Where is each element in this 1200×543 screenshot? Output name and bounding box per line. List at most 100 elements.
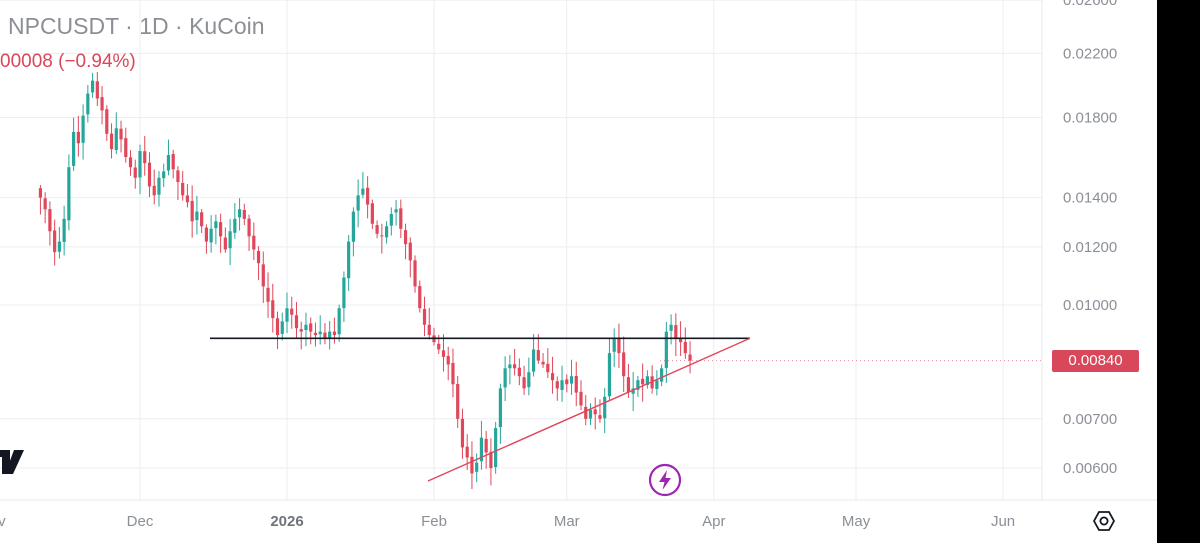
- candle-body: [271, 300, 275, 319]
- candle-body: [356, 195, 360, 211]
- candle-body: [195, 211, 199, 221]
- candle-body: [38, 188, 43, 198]
- y-tick-label: 0.00600: [1063, 460, 1117, 477]
- candle-body: [62, 218, 66, 242]
- candle-body: [470, 456, 474, 474]
- x-tick-label: ov: [0, 513, 6, 530]
- candle-body: [266, 287, 270, 302]
- candle-body: [228, 231, 232, 249]
- candle-body: [332, 331, 337, 336]
- candle-body: [517, 367, 521, 377]
- candle-body: [86, 93, 90, 115]
- candle-body: [484, 438, 488, 453]
- candle-body: [631, 388, 635, 394]
- candle-body: [622, 352, 626, 377]
- candle-body: [361, 188, 365, 195]
- candle-body: [138, 151, 142, 178]
- candle-body: [508, 364, 512, 369]
- last-price-tag: 0.00840: [1052, 350, 1139, 372]
- candle-body: [569, 376, 574, 384]
- candle-body: [209, 228, 213, 243]
- candle-body: [612, 338, 616, 352]
- x-tick-label: Mar: [554, 513, 580, 530]
- candle-body: [408, 242, 412, 261]
- candle-body: [323, 332, 327, 339]
- candle-body: [290, 308, 294, 315]
- candle-body: [176, 170, 180, 183]
- title-dot: ·: [175, 13, 190, 39]
- candle-body: [513, 364, 517, 369]
- y-tick-label: 0.02600: [1063, 0, 1117, 9]
- candle-body: [603, 396, 607, 419]
- x-tick-label: Apr: [702, 513, 725, 530]
- candle-body: [280, 321, 284, 334]
- candle-body: [294, 315, 299, 329]
- candle-body: [72, 131, 76, 166]
- candle-body: [522, 377, 526, 389]
- symbol-label: NPCUSDT: [8, 13, 119, 39]
- candle-body: [503, 368, 507, 388]
- candle-body: [441, 350, 446, 357]
- interval-label: 1D: [139, 13, 169, 39]
- candle-body: [588, 409, 593, 419]
- candle-body: [465, 446, 469, 458]
- candle-body: [451, 362, 455, 385]
- candle-body: [318, 331, 322, 335]
- candle-body: [285, 308, 289, 322]
- right-black-bar: [1157, 0, 1200, 543]
- candle-body: [233, 218, 237, 233]
- candle-body: [460, 418, 465, 448]
- candle-body: [688, 354, 692, 361]
- candle-body: [475, 462, 479, 472]
- candle-body: [489, 451, 493, 468]
- candle-body: [147, 162, 152, 187]
- candle-body: [328, 331, 332, 339]
- y-tick-label: 0.00700: [1063, 411, 1117, 428]
- y-tick-label: 0.01400: [1063, 190, 1117, 207]
- candle-body: [565, 379, 569, 385]
- candle-body: [446, 356, 450, 365]
- candle-body: [204, 227, 208, 242]
- candle-body: [190, 200, 194, 222]
- candle-body: [678, 337, 683, 343]
- candle-body: [574, 375, 578, 393]
- candle-body: [370, 203, 374, 224]
- candle-body: [645, 376, 649, 385]
- candle-body: [48, 209, 52, 232]
- candle-body: [275, 318, 280, 336]
- candle-body: [114, 128, 118, 151]
- candle-body: [337, 308, 341, 335]
- hexagon-gear-icon[interactable]: [1093, 510, 1115, 532]
- price-chart[interactable]: 0.00600 0.00700 0.01000 0.01200 0.01400 0.018…: [0, 0, 1157, 543]
- lightning-icon[interactable]: [648, 463, 682, 497]
- candle-body: [636, 380, 640, 390]
- candle-body: [76, 131, 80, 144]
- candle-body: [641, 378, 645, 385]
- chart-title: NPCUSDT · 1D · KuCoin: [8, 13, 265, 40]
- candle-body: [384, 226, 389, 238]
- candle-body: [261, 264, 265, 287]
- candle-body: [389, 214, 393, 226]
- candle-body: [185, 195, 190, 203]
- candle-body: [219, 222, 223, 237]
- candle-body: [536, 350, 540, 361]
- x-tick-label: May: [842, 513, 871, 530]
- candle-body: [351, 211, 355, 242]
- candle-body: [579, 391, 583, 406]
- candle-body: [109, 133, 114, 150]
- candle-body: [669, 324, 673, 331]
- candle-body: [593, 409, 597, 415]
- exchange-label: KuCoin: [189, 13, 265, 39]
- candle-body: [375, 225, 379, 234]
- candle-body: [223, 237, 227, 250]
- candle-body: [181, 182, 185, 196]
- candle-body: [152, 185, 156, 196]
- candle-body: [299, 329, 303, 332]
- candle-body: [427, 324, 431, 336]
- candle-body: [214, 221, 218, 229]
- candle-body: [584, 406, 588, 419]
- candle-body: [81, 115, 85, 143]
- candle-body: [380, 235, 384, 237]
- candle-body: [422, 308, 427, 325]
- candle-body: [43, 198, 47, 210]
